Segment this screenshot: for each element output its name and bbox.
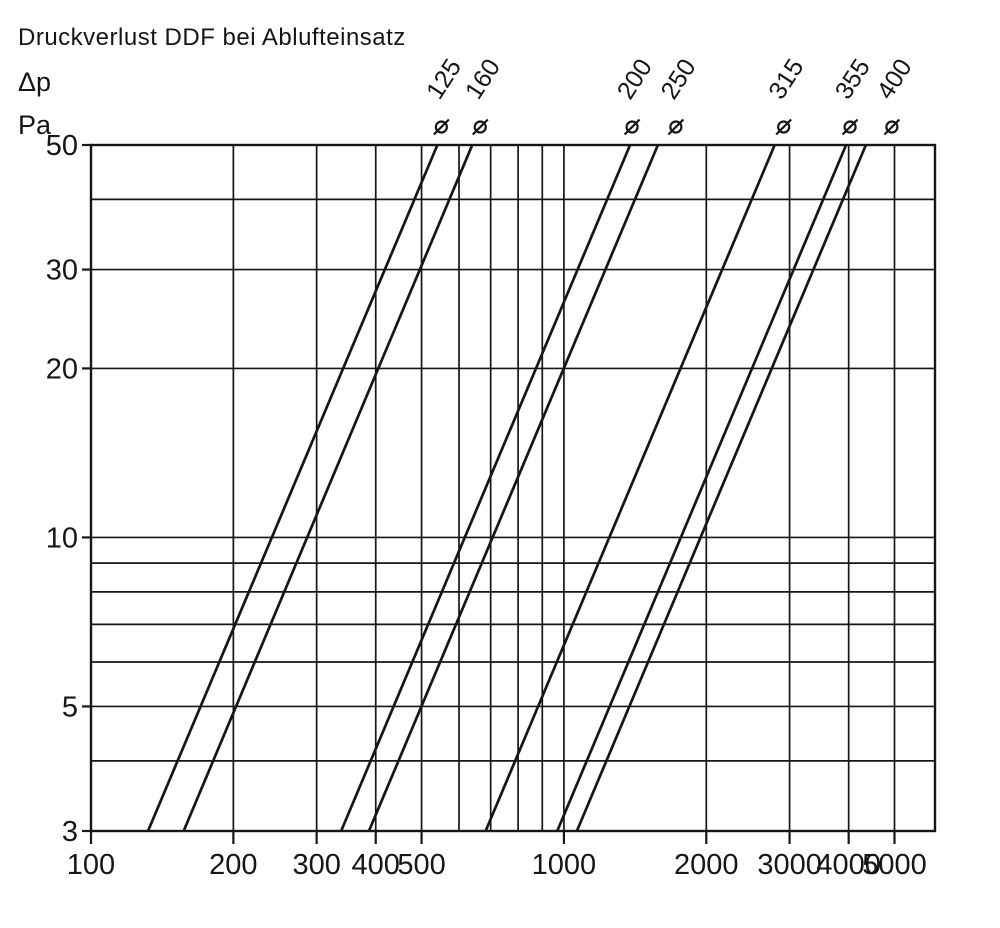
x-tick-label: 500: [397, 849, 445, 881]
diameter-icon: [625, 120, 639, 134]
y-tick-label: 3: [62, 816, 78, 848]
series-line-250: [367, 144, 660, 832]
x-tick-label: 400: [352, 849, 400, 881]
series-line-400: [575, 144, 868, 832]
plot-border: [89, 143, 937, 833]
diameter-icon: [669, 120, 683, 134]
diameter-icon: [623, 118, 641, 136]
y-axis-label-pa: Pa: [18, 110, 52, 140]
y-tick-label: 5: [62, 691, 78, 723]
y-tick-label: 20: [46, 353, 78, 385]
x-tick-label: 5000: [862, 849, 927, 881]
diameter-icon: [885, 120, 899, 134]
series-label: 355: [830, 54, 876, 104]
series-line-200: [339, 144, 632, 832]
series-line-125: [146, 144, 439, 832]
diameter-icon: [843, 120, 857, 134]
series-line-355: [556, 144, 848, 832]
diameter-icon: [473, 120, 487, 134]
diameter-icon: [433, 118, 450, 136]
x-tick-label: 3000: [757, 849, 822, 881]
series-line-160: [182, 144, 474, 832]
chart-title: Druckverlust DDF bei Ablufteinsatz: [18, 24, 406, 51]
x-tick-label: 100: [67, 849, 115, 881]
diameter-icon: [667, 118, 685, 136]
diameter-icon: [471, 118, 489, 136]
x-tick-label: 1000: [532, 849, 597, 881]
series-label: 400: [871, 54, 917, 104]
diameter-icon: [883, 118, 901, 136]
y-tick-label: 10: [46, 522, 78, 554]
y-axis-label-delta-p: Δp: [18, 67, 52, 97]
y-tick-label: 50: [46, 130, 78, 162]
diameter-icon: [777, 120, 791, 134]
series-label: 315: [763, 54, 809, 104]
series-label: 125: [421, 54, 467, 104]
series-line-315: [484, 144, 776, 832]
diameter-icon: [775, 118, 792, 136]
x-tick-label: 2000: [674, 849, 739, 881]
diameter-icon: [841, 118, 859, 136]
diameter-icon: [434, 120, 448, 134]
series-label: 250: [655, 54, 701, 104]
x-tick-label: 200: [209, 849, 257, 881]
y-tick-label: 30: [46, 255, 78, 287]
series-label: 160: [460, 54, 506, 104]
series-label: 200: [612, 54, 658, 104]
x-tick-label: 4000: [816, 849, 881, 881]
x-tick-label: 300: [292, 849, 340, 881]
